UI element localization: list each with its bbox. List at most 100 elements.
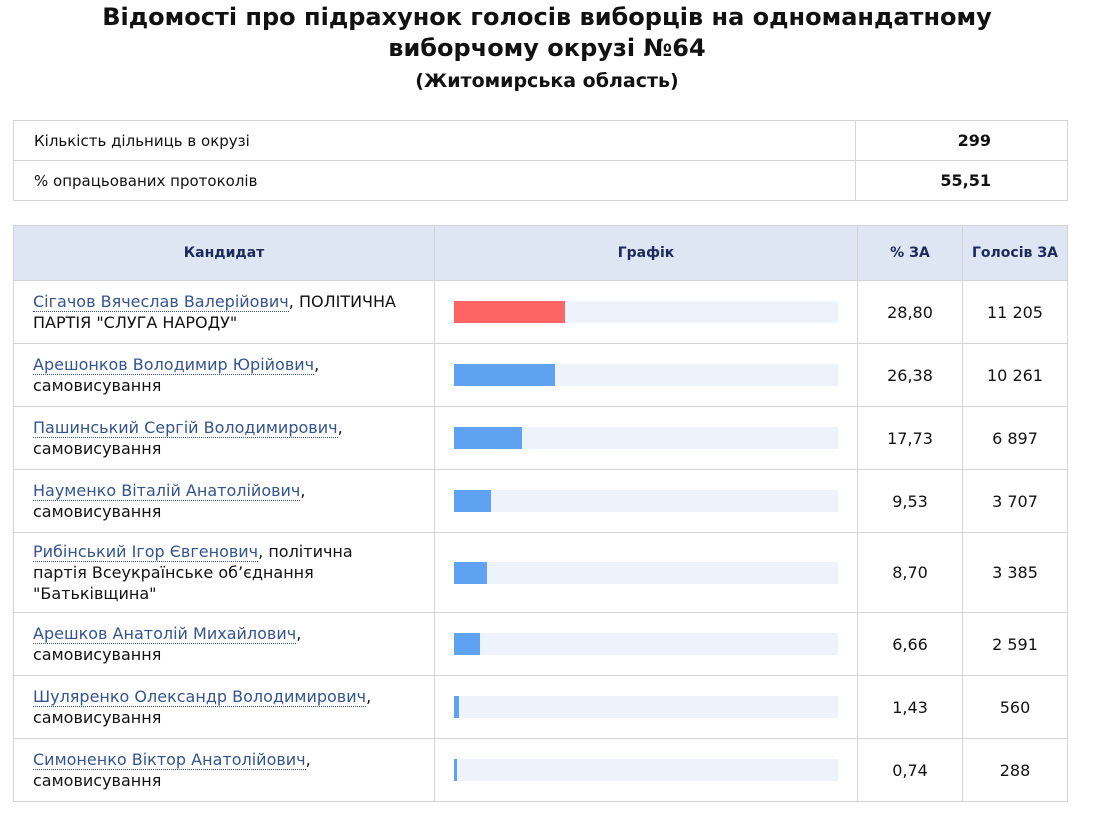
candidate-row: Рибінський Ігор Євгенович, політична пар…	[13, 532, 1068, 613]
candidate-row: Арешонков Володимир Юрійович, самовисува…	[13, 343, 1068, 407]
affiliation: самовисування	[33, 376, 162, 395]
name-group: Сігачов Вячеслав Валерійович,	[33, 292, 294, 312]
bar-track	[454, 696, 838, 718]
chart-cell	[434, 406, 858, 470]
separator: ,	[288, 292, 294, 311]
column-header: Графік	[434, 225, 858, 281]
column-header: Голосів ЗА	[962, 225, 1068, 281]
name-group: Науменко Віталій Анатолійович,	[33, 481, 305, 501]
summary-value: 299	[855, 120, 1068, 161]
votes: 3 385	[962, 532, 1068, 613]
chart-cell	[434, 675, 858, 739]
candidate-link[interactable]: Арешков Анатолій Михайлович	[33, 624, 297, 644]
bar-track	[454, 490, 838, 512]
chart-cell	[434, 343, 858, 407]
percent: 0,74	[857, 738, 963, 802]
separator: ,	[366, 687, 372, 706]
candidate-row: Науменко Віталій Анатолійович, самовисув…	[13, 469, 1068, 533]
results-table: Кандидат Графік% ЗА Голосів ЗА Сігачов Вяч…	[13, 225, 1068, 802]
summary-label: Кількість дільниць в окрузі	[13, 120, 856, 161]
percent: 17,73	[857, 406, 963, 470]
affiliation: самовисування	[33, 645, 162, 664]
affiliation: самовисування	[33, 502, 162, 521]
bar	[454, 633, 480, 655]
bar	[454, 696, 460, 718]
bar	[454, 561, 488, 584]
name-group: Симоненко Віктор Анатолійович,	[33, 750, 311, 770]
candidate-link[interactable]: Шуляренко Олександр Володимирович	[33, 687, 367, 707]
candidate-row: Сігачов Вячеслав Валерійович, ПОЛІТИЧНА …	[13, 280, 1068, 344]
votes: 2 591	[962, 612, 1068, 676]
bar	[454, 759, 457, 781]
column-header: Кандидат	[13, 225, 435, 281]
bar	[454, 301, 565, 323]
separator: ,	[337, 418, 343, 437]
chart-cell	[434, 532, 858, 613]
separator: ,	[305, 750, 311, 769]
candidate-cell: Пашинський Сергій Володимирович, самовис…	[13, 406, 435, 470]
bar-track	[454, 561, 838, 584]
bar-track	[454, 427, 838, 449]
candidate-link[interactable]: Рибінський Ігор Євгенович	[33, 542, 259, 562]
candidate-row: Арешков Анатолій Михайлович, самовисуван…	[13, 612, 1068, 676]
bar-track	[454, 364, 838, 386]
chart-cell	[434, 469, 858, 533]
separator: ,	[296, 624, 302, 643]
candidate-cell: Рибінський Ігор Євгенович, політична пар…	[13, 532, 435, 613]
percent: 9,53	[857, 469, 963, 533]
votes: 3 707	[962, 469, 1068, 533]
summary-value: 55,51	[855, 160, 1068, 201]
name-group: Рибінський Ігор Євгенович,	[33, 542, 263, 562]
candidate-link[interactable]: Арешонков Володимир Юрійович	[33, 355, 315, 375]
candidate-row: Шуляренко Олександр Володимирович, самов…	[13, 675, 1068, 739]
percent: 28,80	[857, 280, 963, 344]
votes: 6 897	[962, 406, 1068, 470]
percent: 1,43	[857, 675, 963, 739]
name-group: Шуляренко Олександр Володимирович,	[33, 687, 371, 707]
affiliation: політична партія Всеукраїнське об’єднанн…	[33, 542, 353, 603]
affiliation: самовисування	[33, 708, 162, 727]
candidate-cell: Сігачов Вячеслав Валерійович, ПОЛІТИЧНА …	[13, 280, 435, 344]
summary-row: Кількість дільниць в окрузі 299	[13, 120, 1068, 161]
bar	[454, 364, 556, 386]
name-group: Арешков Анатолій Михайлович,	[33, 624, 301, 644]
bar-track	[454, 301, 838, 323]
column-header: % ЗА	[857, 225, 963, 281]
candidate-cell: Арешонков Володимир Юрійович, самовисува…	[13, 343, 435, 407]
candidate-row: Пашинський Сергій Володимирович, самовис…	[13, 406, 1068, 470]
candidate-cell: Науменко Віталій Анатолійович, самовисув…	[13, 469, 435, 533]
candidate-link[interactable]: Пашинський Сергій Володимирович	[33, 418, 338, 438]
separator: ,	[258, 542, 264, 561]
summary-label: % опрацьованих протоколів	[13, 160, 856, 201]
header-row: Кандидат Графік% ЗА Голосів ЗА	[13, 225, 1068, 281]
votes: 560	[962, 675, 1068, 739]
page-subtitle: (Житомирська область)	[415, 70, 679, 92]
bar-track	[454, 759, 838, 781]
candidate-cell: Симоненко Віктор Анатолійович, самовисув…	[13, 738, 435, 802]
chart-cell	[434, 280, 858, 344]
candidate-cell: Шуляренко Олександр Володимирович, самов…	[13, 675, 435, 739]
percent: 6,66	[857, 612, 963, 676]
bar	[454, 427, 523, 449]
votes: 11 205	[962, 280, 1068, 344]
summary-row: % опрацьованих протоколів 55,51	[13, 160, 1068, 201]
name-group: Пашинський Сергій Володимирович,	[33, 418, 343, 438]
percent: 26,38	[857, 343, 963, 407]
bar	[454, 490, 491, 512]
summary-table: Кількість дільниць в окрузі 299% опрацьов…	[13, 120, 1068, 201]
separator: ,	[300, 481, 306, 500]
chart-cell	[434, 738, 858, 802]
candidate-link[interactable]: Науменко Віталій Анатолійович	[33, 481, 301, 501]
candidate-link[interactable]: Сігачов Вячеслав Валерійович	[33, 292, 289, 312]
candidate-row: Симоненко Віктор Анатолійович, самовисув…	[13, 738, 1068, 802]
affiliation: самовисування	[33, 771, 162, 790]
chart-cell	[434, 612, 858, 676]
affiliation: ПОЛІТИЧНА ПАРТІЯ "СЛУГА НАРОДУ"	[33, 292, 396, 332]
bar-track	[454, 633, 838, 655]
votes: 10 261	[962, 343, 1068, 407]
affiliation: самовисування	[33, 439, 162, 458]
candidate-link[interactable]: Симоненко Віктор Анатолійович	[33, 750, 306, 770]
percent: 8,70	[857, 532, 963, 613]
votes: 288	[962, 738, 1068, 802]
